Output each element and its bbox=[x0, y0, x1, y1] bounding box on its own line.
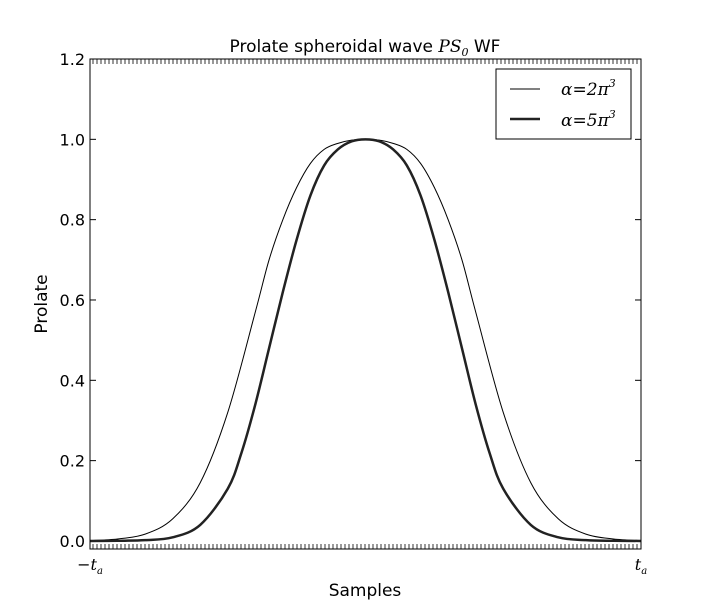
plot-area-frame bbox=[89, 58, 642, 550]
legend-2-base: π bbox=[597, 111, 610, 131]
legend-1-exp: 3 bbox=[609, 77, 616, 90]
y-axis-ticks: 0.0 0.2 0.4 0.6 0.8 1.0 1.2 bbox=[60, 50, 641, 551]
legend-2-lhs: α bbox=[561, 111, 573, 131]
y-tick-label: 0.6 bbox=[60, 291, 85, 310]
x-axis-ticks: −ta ta bbox=[77, 555, 647, 577]
series-lines bbox=[89, 138, 642, 543]
legend-2-coef: 5 bbox=[587, 111, 598, 131]
chart-title-suffix: WF bbox=[468, 37, 500, 57]
chart-title: Prolate spheroidal wave PS0 WF bbox=[230, 37, 501, 59]
legend: α=2π3 α=5π3 bbox=[495, 68, 632, 140]
y-axis-label: Prolate bbox=[32, 274, 52, 333]
legend-1-lhs: α bbox=[561, 80, 573, 100]
legend-label-series-1: α=2π3 bbox=[561, 77, 616, 100]
y-tick-label: 0.2 bbox=[60, 452, 85, 471]
legend-box bbox=[495, 68, 632, 140]
x-axis-label: Samples bbox=[329, 581, 402, 601]
chart-title-subscript: 0 bbox=[461, 46, 468, 59]
legend-2-eq: = bbox=[572, 111, 586, 131]
y-tick-label: 0.8 bbox=[60, 211, 85, 230]
series-line-2 bbox=[89, 138, 642, 543]
y-tick-label: 0.0 bbox=[60, 532, 85, 551]
legend-2-exp: 3 bbox=[609, 108, 616, 121]
legend-1-coef: 2 bbox=[586, 80, 598, 100]
legend-1-base: π bbox=[597, 80, 610, 100]
x-tick-label: −ta bbox=[77, 555, 103, 577]
chart-title-prefix: Prolate spheroidal wave bbox=[230, 37, 439, 57]
chart-title-math: PS bbox=[437, 37, 461, 57]
y-tick-label: 1.0 bbox=[60, 130, 85, 149]
x-tick-label: ta bbox=[635, 555, 647, 577]
legend-1-eq: = bbox=[572, 80, 586, 100]
y-tick-label: 0.4 bbox=[60, 371, 85, 390]
minor-ticks bbox=[92, 59, 638, 549]
legend-label-series-2: α=5π3 bbox=[561, 108, 616, 131]
y-tick-label: 1.2 bbox=[60, 50, 85, 69]
